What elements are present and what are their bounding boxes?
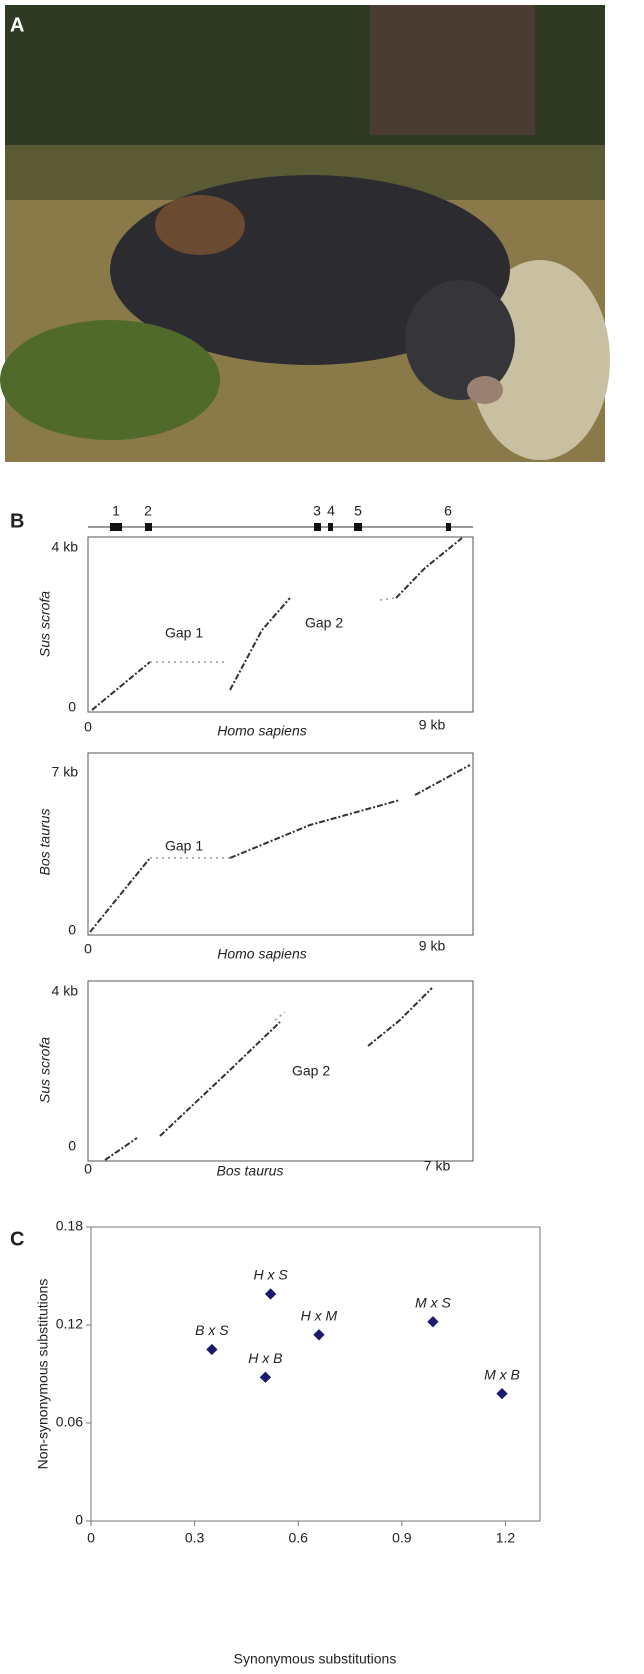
alignment-trace: [414, 764, 471, 796]
exons: [110, 523, 451, 531]
boar-head: [405, 280, 515, 400]
exon: [110, 523, 122, 531]
point: [206, 1343, 218, 1356]
alignment-trace: [159, 1021, 281, 1137]
x-tick-label: 0.6: [288, 1530, 308, 1546]
point-label: H x S: [253, 1267, 288, 1283]
x-zero-label: 0: [84, 941, 92, 957]
dotplot-frame: [87, 752, 474, 936]
gap-label: Gap 2: [305, 615, 343, 631]
y-top-label: 4 kb: [52, 983, 79, 999]
point: [496, 1387, 508, 1400]
y-zero-label: 0: [68, 699, 76, 715]
point-label: M x S: [415, 1294, 451, 1310]
x-axis-title: Synonymous substitutions: [234, 1651, 397, 1667]
exon-number: 5: [354, 503, 362, 519]
alignment-trace: [379, 597, 396, 601]
y-tick-label: 0.12: [56, 1316, 83, 1332]
y-tick-label: 0.18: [56, 1218, 83, 1234]
alignment-trace: [367, 987, 433, 1047]
panel-label: A: [10, 14, 24, 36]
y-axis-label: Sus scrofa: [37, 1037, 53, 1103]
dotplot-frame: [87, 980, 474, 1162]
point: [427, 1316, 439, 1328]
gap-label: Gap 2: [292, 1063, 330, 1079]
point-label: H x M: [301, 1308, 338, 1324]
exon: [446, 523, 451, 531]
x-tick-label: 0.9: [392, 1530, 412, 1546]
y-axis-title: Non-synonymous substitutions: [35, 1279, 51, 1470]
x-tick-label: 1.2: [496, 1530, 516, 1546]
boar-snout: [467, 376, 503, 404]
exon: [314, 523, 321, 531]
point: [259, 1371, 272, 1383]
x-axis-label: Bos taurus: [217, 1163, 284, 1179]
exon: [354, 523, 362, 531]
x-tick-label: 0.3: [185, 1530, 205, 1546]
tree-trunk: [370, 5, 535, 135]
point-label: M x B: [484, 1366, 520, 1382]
exon-number: 2: [144, 503, 152, 519]
point: [264, 1288, 277, 1300]
alignment-trace: [91, 661, 151, 711]
x-axis-label: Homo sapiens: [217, 946, 307, 962]
piglets: [155, 195, 245, 255]
alignment-trace: [229, 799, 401, 859]
y-tick-label: 0: [75, 1512, 83, 1528]
gap-label: Gap 1: [165, 838, 203, 854]
x-end-label: 9 kb: [419, 717, 446, 733]
point-label: B x S: [195, 1322, 229, 1338]
panel-label: B: [10, 510, 24, 532]
exon: [328, 523, 333, 531]
exon: [145, 523, 152, 531]
y-zero-label: 0: [68, 1138, 76, 1154]
exon-number: 6: [444, 503, 452, 519]
alignment-trace: [229, 597, 291, 691]
x-tick-label: 0: [87, 1530, 95, 1546]
y-zero-label: 0: [68, 922, 76, 938]
point-label: H x B: [248, 1350, 282, 1366]
y-tick-label: 0.06: [56, 1414, 83, 1430]
plot-frame: [90, 1226, 541, 1522]
exon-number: 1: [112, 503, 120, 519]
photo: [0, 5, 610, 462]
dotplot-frame: [87, 536, 474, 713]
alignment-trace: [274, 1011, 286, 1021]
panel-label: C: [10, 1228, 24, 1250]
x-zero-label: 0: [84, 719, 92, 735]
gap-label: Gap 1: [165, 625, 203, 641]
y-top-label: 4 kb: [52, 539, 79, 555]
alignment-trace: [89, 857, 151, 933]
y-axis-label: Bos taurus: [37, 809, 53, 876]
y-axis-label: Sus scrofa: [37, 591, 53, 657]
exon-number: 4: [327, 503, 335, 519]
point: [313, 1329, 325, 1341]
x-end-label: 9 kb: [419, 938, 446, 954]
exon-number: 3: [313, 503, 321, 519]
x-end-label: 7 kb: [424, 1158, 451, 1174]
x-axis-label: Homo sapiens: [217, 723, 307, 739]
alignment-trace: [104, 1137, 138, 1161]
alignment-trace: [395, 537, 463, 599]
x-zero-label: 0: [84, 1161, 92, 1177]
shrub: [0, 320, 220, 440]
y-top-label: 7 kb: [52, 764, 79, 780]
